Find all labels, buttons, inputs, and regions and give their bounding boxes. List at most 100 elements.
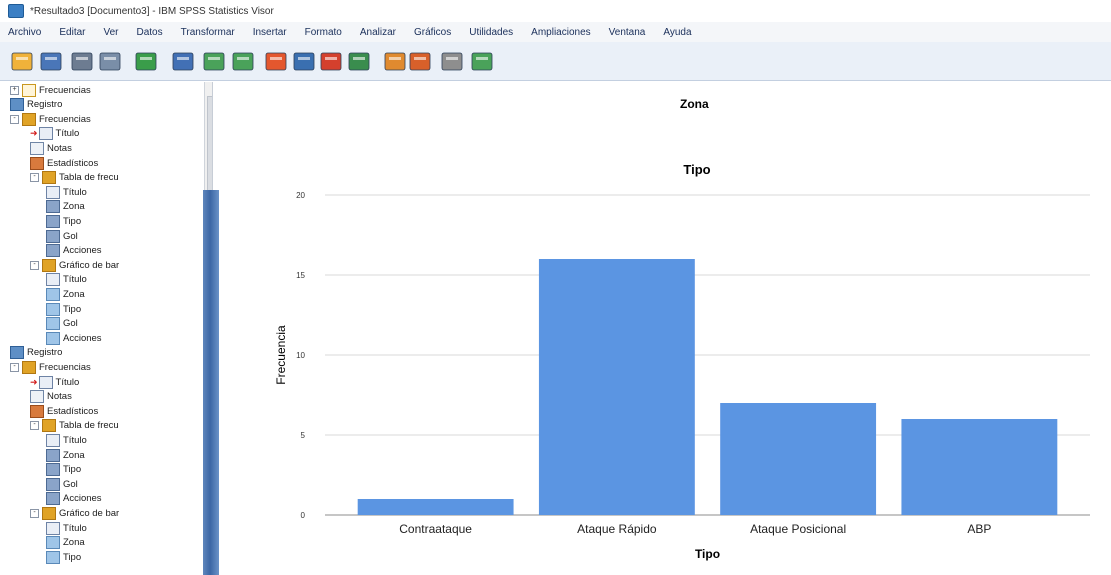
- chart-icon: [46, 536, 60, 550]
- menu-ventana[interactable]: Ventana: [608, 26, 646, 38]
- outline-item[interactable]: - Frecuencias: [10, 112, 91, 126]
- outline-item[interactable]: Zona: [46, 200, 85, 214]
- statistics-icon: [30, 156, 44, 170]
- open-folder-icon[interactable]: [10, 51, 34, 72]
- outline-item[interactable]: Título: [46, 185, 87, 199]
- variables-icon[interactable]: [347, 51, 371, 72]
- collapse-icon[interactable]: -: [30, 173, 39, 183]
- redo-icon[interactable]: [231, 51, 255, 72]
- outline-item[interactable]: Registro: [10, 346, 62, 360]
- outline-item[interactable]: Gol: [46, 229, 78, 243]
- outline-item[interactable]: - Tabla de frecu: [30, 419, 119, 433]
- outline-item[interactable]: Acciones: [46, 244, 102, 258]
- menu-archivo[interactable]: Archivo: [8, 26, 42, 38]
- collapse-icon[interactable]: -: [30, 260, 39, 270]
- outline-item-label: Título: [63, 186, 87, 198]
- outline-item[interactable]: Notas: [30, 390, 72, 404]
- outline-item[interactable]: ➜ Título: [30, 127, 79, 141]
- pane-splitter[interactable]: [203, 190, 219, 575]
- collapse-icon[interactable]: -: [30, 421, 39, 431]
- bar-chart[interactable]: Tipo 0 5 10 15 20 Frecuencia Contraataque Ataque…: [230, 150, 1100, 570]
- outline-item-label: Gol: [63, 318, 78, 330]
- outline-item[interactable]: - Gráfico de bar: [30, 506, 120, 520]
- outline-item[interactable]: Estadísticos: [30, 156, 98, 170]
- menu-ayuda[interactable]: Ayuda: [663, 26, 692, 38]
- menu-analizar[interactable]: Analizar: [359, 26, 396, 38]
- outline-item[interactable]: - Gráfico de bar: [30, 258, 119, 272]
- print-preview-icon[interactable]: [98, 51, 122, 72]
- x-axis-label: Tipo: [695, 547, 720, 561]
- menu-ver[interactable]: Ver: [103, 26, 119, 38]
- outline-item[interactable]: Zona: [46, 448, 85, 462]
- y-tick-label: 15: [296, 271, 305, 280]
- outline-item[interactable]: ➜ Título: [30, 375, 79, 389]
- title-icon: [46, 273, 60, 287]
- outline-item-label: Zona: [63, 201, 85, 213]
- chart-icon: [46, 550, 60, 564]
- designate-window-icon[interactable]: [383, 51, 407, 72]
- menu-ampliaciones[interactable]: Ampliaciones: [531, 26, 591, 38]
- log-icon: [10, 346, 24, 360]
- expand-icon[interactable]: +: [10, 85, 19, 95]
- outline-item[interactable]: + Frecuencias: [10, 83, 91, 97]
- outline-pane: + Frecuencias Registro - Frecuencias ➜ Título N…: [8, 82, 213, 575]
- outline-item[interactable]: Tipo: [46, 214, 81, 228]
- outline-item[interactable]: - Frecuencias: [10, 360, 91, 374]
- save-icon[interactable]: [39, 51, 63, 72]
- frequencies-icon: [22, 360, 36, 374]
- recall-dialog-icon[interactable]: [171, 51, 195, 72]
- outline-item[interactable]: Título: [46, 521, 87, 535]
- collapse-icon[interactable]: -: [10, 362, 19, 372]
- outline-item[interactable]: Título: [46, 433, 87, 447]
- hide-icon[interactable]: [470, 51, 494, 72]
- menu-transformar[interactable]: Transformar: [180, 26, 235, 38]
- outline-item-label: Notas: [47, 391, 72, 403]
- goto-case-icon[interactable]: [292, 51, 316, 72]
- x-tick-label: ABP: [967, 522, 991, 536]
- current-item-arrow-icon: ➜: [30, 128, 38, 139]
- outline-item[interactable]: Acciones: [46, 492, 102, 506]
- outline-item[interactable]: Estadísticos: [30, 404, 98, 418]
- outline-item[interactable]: Tipo: [46, 302, 81, 316]
- frequencies-icon: [42, 419, 56, 433]
- demote-icon[interactable]: [440, 51, 464, 72]
- promote-icon[interactable]: [408, 51, 432, 72]
- outline-item[interactable]: Acciones: [46, 331, 102, 345]
- frequencies-icon: [42, 506, 56, 520]
- menu-editar[interactable]: Editar: [59, 26, 86, 38]
- export-icon[interactable]: [134, 51, 158, 72]
- menu-datos[interactable]: Datos: [136, 26, 163, 38]
- outline-item-label: Gráfico de bar: [59, 507, 120, 519]
- menu-insertar[interactable]: Insertar: [252, 26, 287, 38]
- x-tick-label: Contraataque: [399, 522, 472, 536]
- y-axis-label: Frecuencia: [274, 325, 288, 385]
- outline-item[interactable]: - Tabla de frecu: [30, 171, 119, 185]
- outline-item[interactable]: Zona: [46, 287, 85, 301]
- outline-item[interactable]: Notas: [30, 141, 72, 155]
- undo-icon[interactable]: [202, 51, 226, 72]
- statistics-icon: [30, 404, 44, 418]
- outline-item[interactable]: Gol: [46, 317, 78, 331]
- menu-utilidades[interactable]: Utilidades: [469, 26, 514, 38]
- x-tick-label: Ataque Posicional: [750, 522, 846, 536]
- outline-item[interactable]: Registro: [10, 98, 62, 112]
- outline-item-label: Gol: [63, 478, 78, 490]
- y-tick-label: 10: [296, 351, 305, 360]
- window-title: *Resultado3 [Documento3] - IBM SPSS Stat…: [30, 5, 274, 17]
- print-icon[interactable]: [70, 51, 94, 72]
- outline-item[interactable]: Tipo: [46, 550, 81, 564]
- menu-formato[interactable]: Formato: [304, 26, 342, 38]
- output-heading: Zona: [680, 97, 709, 111]
- outline-item[interactable]: Tipo: [46, 463, 81, 477]
- notes-icon: [30, 390, 44, 404]
- menu-graficos[interactable]: Gráficos: [414, 26, 452, 38]
- collapse-icon[interactable]: -: [30, 508, 39, 518]
- bar-3: [901, 419, 1058, 515]
- outline-item[interactable]: Gol: [46, 477, 78, 491]
- outline-item[interactable]: Título: [46, 273, 87, 287]
- outline-item[interactable]: Zona: [46, 536, 85, 550]
- goto-data-icon[interactable]: [264, 51, 288, 72]
- chart-icon: [46, 317, 60, 331]
- collapse-icon[interactable]: -: [10, 114, 19, 124]
- goto-variable-icon[interactable]: [319, 51, 343, 72]
